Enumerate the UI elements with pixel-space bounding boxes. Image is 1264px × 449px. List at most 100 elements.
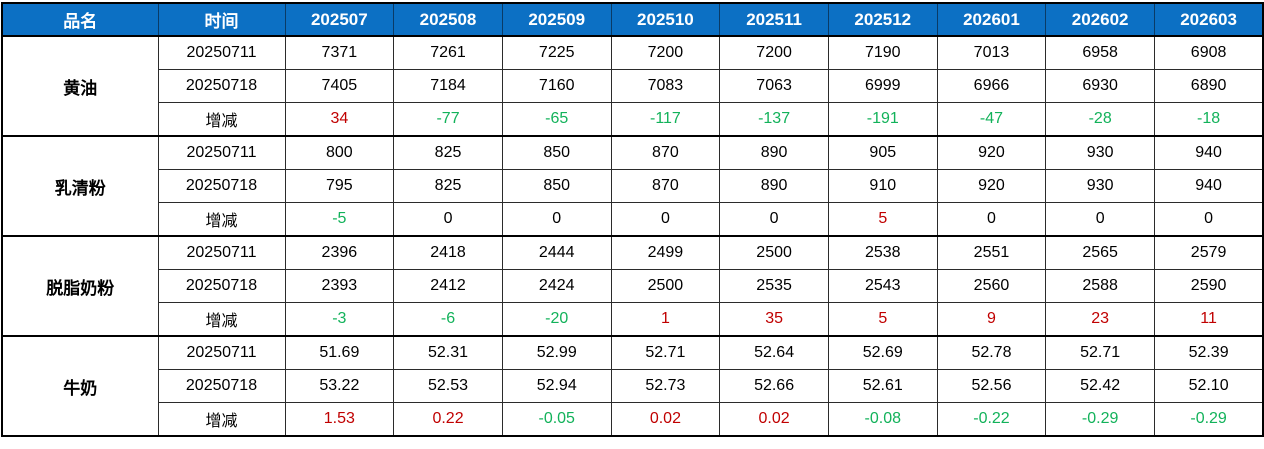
price-value-cell: 7083: [610, 69, 721, 103]
price-value-cell: 940: [1154, 135, 1264, 170]
price-value-cell: 6958: [1045, 35, 1155, 70]
price-value-cell: 2551: [936, 235, 1047, 270]
table-body: 黄油 20250711 7371 7261 7225 7200 7200 7190 7013 69…: [1, 35, 1264, 437]
change-value-cell: -5: [284, 202, 395, 237]
change-value-cell: 0: [610, 202, 721, 237]
change-value-cell: 0.22: [393, 402, 503, 437]
change-value-cell: 11: [1154, 302, 1264, 337]
change-value-cell: 5: [827, 202, 938, 237]
date-label: 20250718: [157, 369, 286, 403]
change-value-cell: -0.05: [501, 402, 612, 437]
price-value-cell: 2538: [827, 235, 938, 270]
change-value-cell: 0: [936, 202, 1047, 237]
price-value-cell: 2543: [827, 269, 938, 303]
price-value-cell: 7190: [827, 35, 938, 70]
price-value-cell: 930: [1045, 169, 1155, 203]
price-value-cell: 795: [284, 169, 395, 203]
price-value-cell: 52.64: [719, 335, 829, 370]
column-header-202511: 202511: [719, 2, 829, 37]
change-value-cell: 0.02: [719, 402, 829, 437]
price-value-cell: 6930: [1045, 69, 1155, 103]
price-value-cell: 2535: [719, 269, 829, 303]
change-value-cell: -117: [610, 102, 721, 137]
column-header-time: 时间: [157, 2, 286, 37]
change-value-cell: 34: [284, 102, 395, 137]
price-value-cell: 2418: [393, 235, 503, 270]
price-value-cell: 6966: [936, 69, 1047, 103]
price-value-cell: 52.71: [610, 335, 721, 370]
date-label: 20250711: [157, 135, 286, 170]
change-value-cell: 0.02: [610, 402, 721, 437]
price-value-cell: 905: [827, 135, 938, 170]
date-label: 20250711: [157, 35, 286, 70]
change-value-cell: -18: [1154, 102, 1264, 137]
table-row: 脱脂奶粉 20250711 2396 2418 2444 2499 2500 2538 2551…: [1, 235, 1264, 337]
header-row: 品名 时间 202507 202508 202509 202510 202511 202512…: [1, 2, 1264, 37]
price-value-cell: 2396: [284, 235, 395, 270]
table-row: 20250718 53.22 52.53 52.94 52.73 52.66 52.61 52…: [2, 369, 1264, 403]
change-row-label: 增减: [157, 302, 286, 337]
change-value-cell: -47: [936, 102, 1047, 137]
change-value-cell: 0: [1045, 202, 1155, 237]
price-value-cell: 7261: [393, 35, 503, 70]
price-value-cell: 7200: [610, 35, 721, 70]
table-row: 增减 34 -77 -65 -117 -137 -191 -47 -28 -18: [2, 102, 1264, 137]
price-value-cell: 2499: [610, 235, 721, 270]
price-value-cell: 52.71: [1045, 335, 1155, 370]
price-value-cell: 52.39: [1154, 335, 1264, 370]
price-value-cell: 51.69: [284, 335, 395, 370]
price-value-cell: 2444: [501, 235, 612, 270]
price-value-cell: 52.66: [719, 369, 829, 403]
table-row: 20250718 2393 2412 2424 2500 2535 2543 2560 2588…: [2, 269, 1264, 303]
price-value-cell: 890: [719, 169, 829, 203]
price-value-cell: 2412: [393, 269, 503, 303]
change-value-cell: -77: [393, 102, 503, 137]
date-label: 20250711: [157, 235, 286, 270]
price-value-cell: 825: [393, 169, 503, 203]
price-value-cell: 2393: [284, 269, 395, 303]
change-row-label: 增减: [157, 102, 286, 137]
change-value-cell: -0.29: [1154, 402, 1264, 437]
price-value-cell: 2590: [1154, 269, 1264, 303]
column-header-202512: 202512: [827, 2, 938, 37]
price-value-cell: 52.53: [393, 369, 503, 403]
price-value-cell: 2500: [719, 235, 829, 270]
price-value-cell: 870: [610, 135, 721, 170]
change-row-label: 增减: [157, 402, 286, 437]
price-value-cell: 890: [719, 135, 829, 170]
change-value-cell: 9: [936, 302, 1047, 337]
price-value-cell: 52.99: [501, 335, 612, 370]
price-value-cell: 870: [610, 169, 721, 203]
product-name-cell: 牛奶: [1, 335, 159, 437]
change-value-cell: 5: [827, 302, 938, 337]
column-header-product: 品名: [1, 2, 159, 37]
change-value-cell: 35: [719, 302, 829, 337]
table-row: 20250718 7405 7184 7160 7083 7063 6999 6966 6930…: [2, 69, 1264, 103]
product-name-cell: 黄油: [1, 35, 159, 137]
price-value-cell: 52.94: [501, 369, 612, 403]
change-value-cell: 0: [501, 202, 612, 237]
change-value-cell: -137: [719, 102, 829, 137]
product-name-cell: 乳清粉: [1, 135, 159, 237]
price-value-cell: 7225: [501, 35, 612, 70]
change-value-cell: 1.53: [284, 402, 395, 437]
table-row: 增减 -3 -6 -20 1 35 5 9 23 11: [2, 302, 1264, 337]
price-value-cell: 2565: [1045, 235, 1155, 270]
change-value-cell: -0.08: [827, 402, 938, 437]
change-value-cell: 0: [393, 202, 503, 237]
price-value-cell: 7063: [719, 69, 829, 103]
price-value-cell: 7371: [284, 35, 395, 70]
price-value-cell: 7200: [719, 35, 829, 70]
table-row: 乳清粉 20250711 800 825 850 870 890 905 920 930 940: [1, 135, 1264, 237]
change-value-cell: -65: [501, 102, 612, 137]
change-value-cell: 0: [719, 202, 829, 237]
change-value-cell: 23: [1045, 302, 1155, 337]
date-label: 20250711: [157, 335, 286, 370]
price-value-cell: 7013: [936, 35, 1047, 70]
price-value-cell: 52.73: [610, 369, 721, 403]
change-value-cell: 1: [610, 302, 721, 337]
price-value-cell: 53.22: [284, 369, 395, 403]
change-value-cell: -20: [501, 302, 612, 337]
change-value-cell: -3: [284, 302, 395, 337]
